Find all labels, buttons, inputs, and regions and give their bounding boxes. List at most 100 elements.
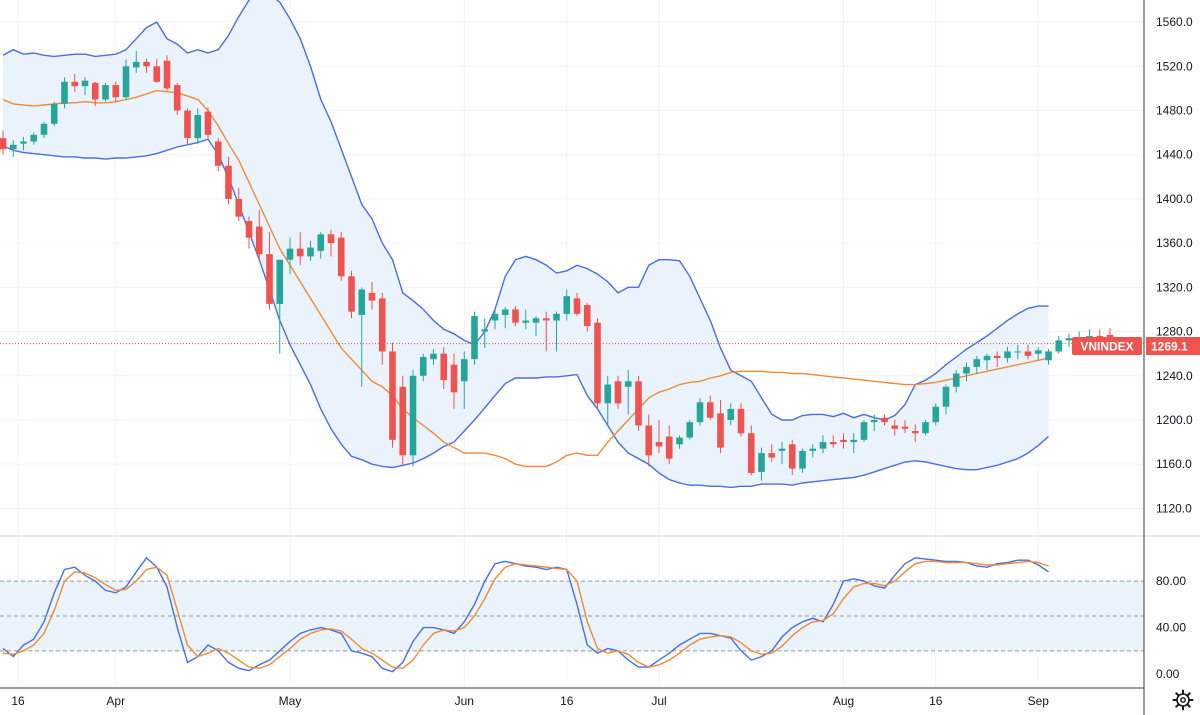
candle-body [624,381,632,387]
time-tick-label: Jun [455,694,474,708]
candle [696,397,704,426]
time-axis[interactable]: 16 Apr May Jun 16 Jul Aug 16 Sep [11,694,1049,708]
candle [911,424,919,443]
stochastic-tick-label: 40.00 [1156,621,1186,635]
candle-body [214,141,222,166]
candle-body [102,85,109,100]
candle-body [963,366,970,374]
candle [614,375,622,409]
candle [204,107,212,139]
stochastic-tick-label: 0.00 [1156,667,1180,681]
candle [747,425,755,476]
candle-body [61,81,68,104]
candle [778,442,786,465]
candle [594,318,601,409]
candle [522,309,530,330]
bollinger-band-fill [3,0,1049,488]
candle-body [1086,335,1093,337]
candle [307,240,314,261]
time-tick-label: Apr [106,694,125,708]
candle-body [348,276,355,312]
candle [132,50,140,73]
candle [645,414,653,467]
candle-body [173,85,181,111]
candle [665,425,673,465]
candle [727,403,735,426]
candle-body [317,234,325,251]
candle-body [1055,340,1063,352]
settings-gear-icon[interactable] [1172,689,1194,711]
candle [891,419,899,436]
price-tick-label: 1560.0 [1156,15,1193,29]
candle-body [809,448,817,451]
candle [430,349,437,365]
candle-body [20,141,27,144]
candle-body [276,259,284,304]
candle [553,311,560,352]
candle [40,121,48,139]
candle [788,439,796,476]
candle-body [635,381,642,426]
candle-body [706,402,714,418]
stochastic-tick-label: 80.00 [1156,574,1186,588]
candle [296,232,304,266]
candle [368,281,376,310]
last-price-label: 1269.1 [1151,340,1188,354]
candle-body [829,442,837,445]
candle [983,353,991,371]
candle [501,307,509,329]
candle [624,370,632,415]
candle-body [676,437,683,445]
candle [973,355,981,374]
price-axis[interactable]: 1560.0 1520.0 1480.0 1440.0 1400.0 1360.0 1320… [1156,15,1193,515]
candle-body [614,381,622,404]
symbol-label: VNINDEX [1080,340,1133,354]
candle [266,232,273,310]
price-tick-label: 1200.0 [1156,413,1193,427]
candle [112,81,120,102]
candle [819,435,827,454]
candle-body [337,237,345,277]
candle [255,209,263,261]
stochastic-axis[interactable]: 80.00 40.00 0.00 [1156,574,1186,681]
candle-body [184,110,191,139]
candle-body [840,439,847,443]
candle-body [881,417,888,423]
candle-body [860,422,868,440]
candle [686,419,694,440]
candle [419,353,427,382]
candle [317,232,325,259]
candle-body [81,80,89,87]
candle [122,59,130,100]
candle-body [911,431,919,434]
candle-body [40,123,48,135]
candle [471,311,478,365]
candle-body [747,433,755,474]
candle [542,311,550,352]
candle [1024,344,1032,360]
symbol-tag: VNINDEX [1072,337,1142,355]
candle-body [440,353,448,381]
bollinger-lower-line [2,138,1049,489]
candle-body [30,134,38,142]
time-tick-label: May [279,694,302,708]
candle [358,287,366,387]
candle-body [450,364,458,393]
candle [71,74,79,92]
candle [655,419,663,454]
candle [676,435,683,449]
candle [214,138,222,172]
candle-body [983,355,991,361]
candle-body [542,318,550,321]
candle-body [399,386,407,456]
candle [881,414,888,426]
candle-body [655,442,663,447]
price-tick-label: 1120.0 [1156,501,1192,515]
price-tick-label: 1440.0 [1156,148,1193,162]
candle [563,289,571,321]
candle-body [112,85,120,98]
time-tick-label: 16 [560,694,574,708]
candle-body [378,298,386,352]
candle [348,270,355,319]
